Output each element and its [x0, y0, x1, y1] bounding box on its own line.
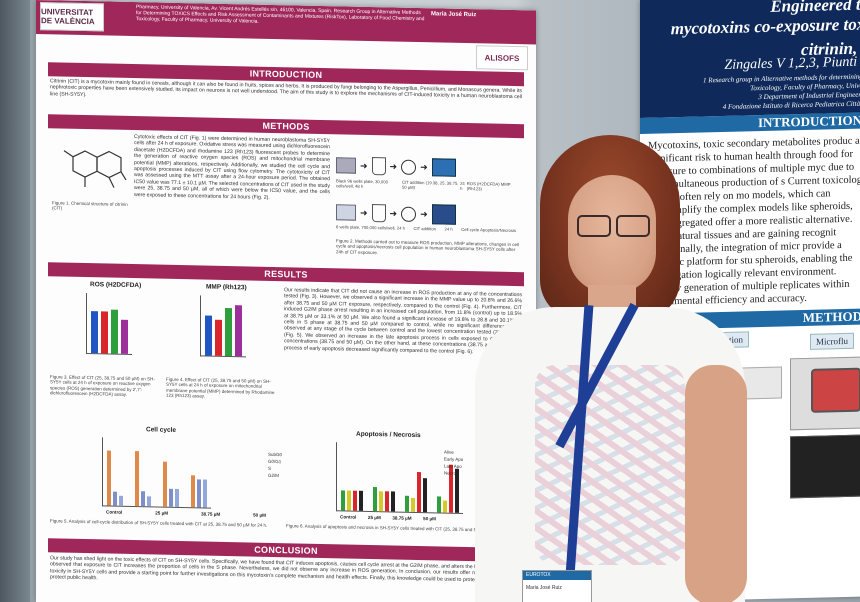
microfluidic-image — [790, 356, 860, 431]
ros-bar-chart — [86, 293, 132, 356]
x-tick: 50 µM — [253, 512, 266, 518]
glasses-left-lens — [577, 215, 611, 237]
arrow-icon: ➜ — [389, 207, 398, 219]
x-tick: 50 µM — [423, 516, 436, 522]
arrow-icon: ➜ — [420, 161, 428, 172]
well-plate-icon — [336, 157, 356, 174]
bar — [197, 479, 201, 508]
x-tick: Control — [106, 509, 123, 515]
x-tick: 25 µM — [155, 510, 169, 516]
partner-logo: ALISOFS — [476, 45, 528, 71]
left-poster: UNIVERSITAT DE VALÈNCIA Pharmacy, Univer… — [36, 0, 536, 602]
mmp-bar-control — [205, 315, 212, 356]
title-line: mycotoxins co-exposure toxi — [670, 14, 860, 39]
bar — [391, 491, 395, 512]
well-plate-icon — [336, 204, 356, 221]
citrinin-structure-diagram — [63, 150, 127, 188]
pipette-icon — [371, 157, 386, 176]
bar — [163, 461, 167, 507]
cellcycle-bar-chart — [102, 437, 211, 509]
clock-icon — [401, 159, 417, 175]
arrow-icon: ➜ — [360, 207, 368, 218]
person-photo: EUROTOX Maria José Ruiz — [440, 135, 760, 602]
shirt-print-pattern — [535, 365, 685, 565]
x-tick: Control — [340, 514, 357, 520]
bar — [347, 490, 351, 511]
bar — [141, 491, 145, 507]
badge-name: Maria José Ruiz — [526, 585, 562, 591]
bar — [175, 488, 179, 507]
cellcycle-legend: SubG0 G0/G1 S G2/M — [268, 451, 282, 479]
mmp-bar-25 — [215, 319, 222, 356]
bar — [353, 490, 357, 511]
fig4-caption: Figure 4. Effect of CIT (25, 38.75 and 5… — [166, 376, 275, 399]
right-arm — [685, 365, 747, 602]
affiliation-text: Pharmacy, University of Valencia, Av. Vi… — [136, 4, 425, 25]
step-label: 6 wells plate, 700,000 cells/well, 24 h — [336, 224, 405, 231]
fig5-caption: Figure 5. Analysis of cell-cycle distrib… — [50, 518, 268, 528]
methods-diagram-row-1: ➜ ➜ ➜ — [336, 156, 456, 177]
mmp-bar-38 — [225, 307, 232, 357]
fig1-caption: Figure 1. Chemical structure of citrinin… — [52, 200, 128, 211]
face — [568, 175, 656, 293]
bar — [169, 488, 173, 507]
pipette-icon — [371, 204, 386, 223]
mmp-chart-title: MMP (Rh123) — [206, 283, 247, 292]
step-label: CIT addition — [413, 225, 436, 232]
bar — [385, 491, 389, 512]
arrow-icon: ➜ — [420, 208, 428, 219]
ros-bar-control — [91, 311, 98, 354]
bar — [107, 450, 111, 506]
bar — [405, 495, 409, 512]
poster-header: UNIVERSITAT DE VALÈNCIA Pharmacy, Univer… — [36, 0, 536, 45]
apoptosis-chart-title: Apoptosis / Necrosis — [356, 430, 421, 440]
bar — [417, 471, 421, 513]
arrow-icon: ➜ — [389, 160, 398, 172]
ros-bar-38 — [111, 309, 118, 354]
methods-text: Cytotoxic effects of CIT (Fig. 1) were d… — [134, 134, 330, 201]
bar — [119, 495, 123, 506]
bar — [423, 478, 427, 513]
bar — [203, 479, 207, 508]
right-poster-affiliations: 1 Research group in Alternative methods … — [644, 72, 860, 114]
bar — [379, 491, 383, 512]
author-fragment: María José Ruiz — [431, 11, 477, 19]
x-tick: 38.75 µM — [392, 515, 412, 521]
bar — [359, 490, 363, 511]
mmp-bar-chart — [200, 295, 246, 358]
methods-diagram-row-2: ➜ ➜ ➜ — [336, 202, 456, 225]
x-tick: 38.75 µM — [200, 511, 221, 517]
poster-board-frame — [0, 0, 30, 602]
mmp-bar-50 — [235, 305, 242, 357]
ros-chart-title: ROS (H2DCFDA) — [90, 281, 142, 290]
glasses-right-lens — [616, 215, 650, 237]
badge-event-label: EUROTOX — [523, 571, 591, 580]
cellcycle-x-labels: Control 25 µM 38.75 µM 50 µM — [106, 509, 266, 517]
fig3-caption: Figure 3. Effect of CIT (25, 38.75 and 5… — [50, 374, 155, 398]
microfluidic-chip — [811, 367, 860, 413]
bar — [373, 487, 377, 512]
name-badge: EUROTOX Maria José Ruiz — [522, 570, 592, 602]
step-label: Black 96 wells plate, 30,000 cells/well,… — [336, 178, 388, 189]
bar — [191, 475, 195, 508]
right-poster-title: Engineered th mycotoxins co-exposure tox… — [650, 0, 860, 40]
microscopy-image — [790, 434, 860, 499]
cellcycle-chart-title: Cell cycle — [146, 426, 176, 434]
x-tick: 25 µM — [367, 514, 381, 521]
microfluidic-subheading: Microflu — [810, 332, 854, 350]
arrow-icon: ➜ — [360, 160, 368, 171]
legend-item: G2/M — [268, 472, 280, 479]
bar — [411, 497, 415, 512]
bar — [135, 451, 139, 507]
clock-icon — [401, 206, 417, 222]
university-logo: UNIVERSITAT DE VALÈNCIA — [40, 2, 104, 32]
ros-bar-50 — [121, 319, 128, 354]
ros-bar-25 — [101, 311, 108, 354]
bar — [147, 496, 151, 507]
apoptosis-x-labels: Control 25 µM 38.75 µM 50 µM — [340, 514, 436, 521]
bar — [113, 491, 117, 506]
bar — [341, 490, 345, 511]
